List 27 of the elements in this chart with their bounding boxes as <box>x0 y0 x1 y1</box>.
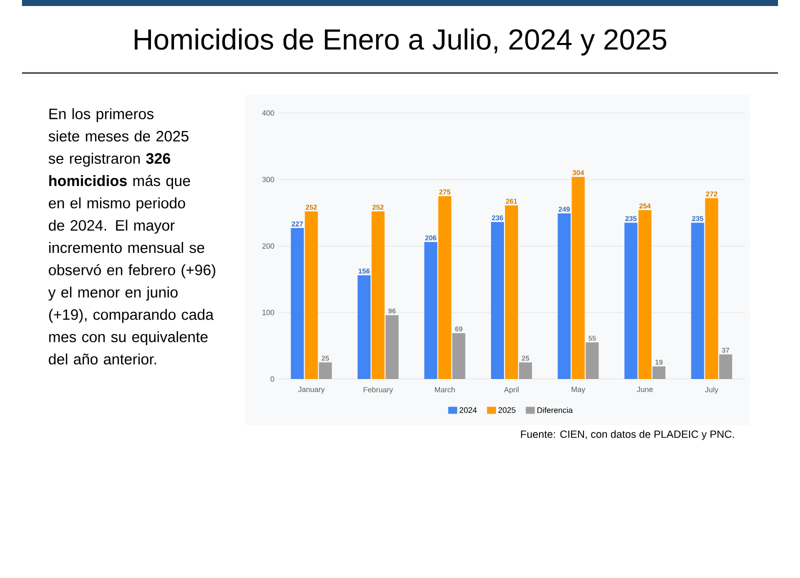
bar <box>624 222 638 379</box>
legend-label: 2025 <box>498 407 516 413</box>
bar <box>424 242 438 379</box>
bar <box>586 342 599 379</box>
bar <box>372 211 385 379</box>
bar <box>358 275 371 379</box>
bar <box>638 210 652 379</box>
bar <box>318 362 332 379</box>
bar <box>572 176 585 379</box>
text: En los primeros siete meses de 2025 se registraron 326 homicidios más que en el mismo periodo de 2024. El mayor incremento mensual se observó en febrero (+96) y el menor en junio (+19), comparando cada mes con su equivalente del año anterior. <box>48 108 216 365</box>
legend-label: Diferencia <box>537 407 573 414</box>
legend-label: 2024 <box>460 407 477 413</box>
bar <box>505 205 518 379</box>
bar <box>719 354 732 379</box>
bar <box>452 333 466 379</box>
bar <box>304 211 318 379</box>
bar <box>558 213 571 379</box>
bar <box>652 366 666 379</box>
chart-title: Homicidios de Enero a Julio, 2024 y 2025 <box>134 28 666 56</box>
bar <box>290 228 304 379</box>
bar <box>705 198 718 379</box>
bar <box>519 362 532 379</box>
bar <box>386 315 399 379</box>
source-note: Fuente: CIEN, con datos de PLADEIC y PNC. <box>521 430 734 440</box>
bar <box>438 196 452 379</box>
bar <box>691 222 704 379</box>
bar <box>491 222 504 379</box>
